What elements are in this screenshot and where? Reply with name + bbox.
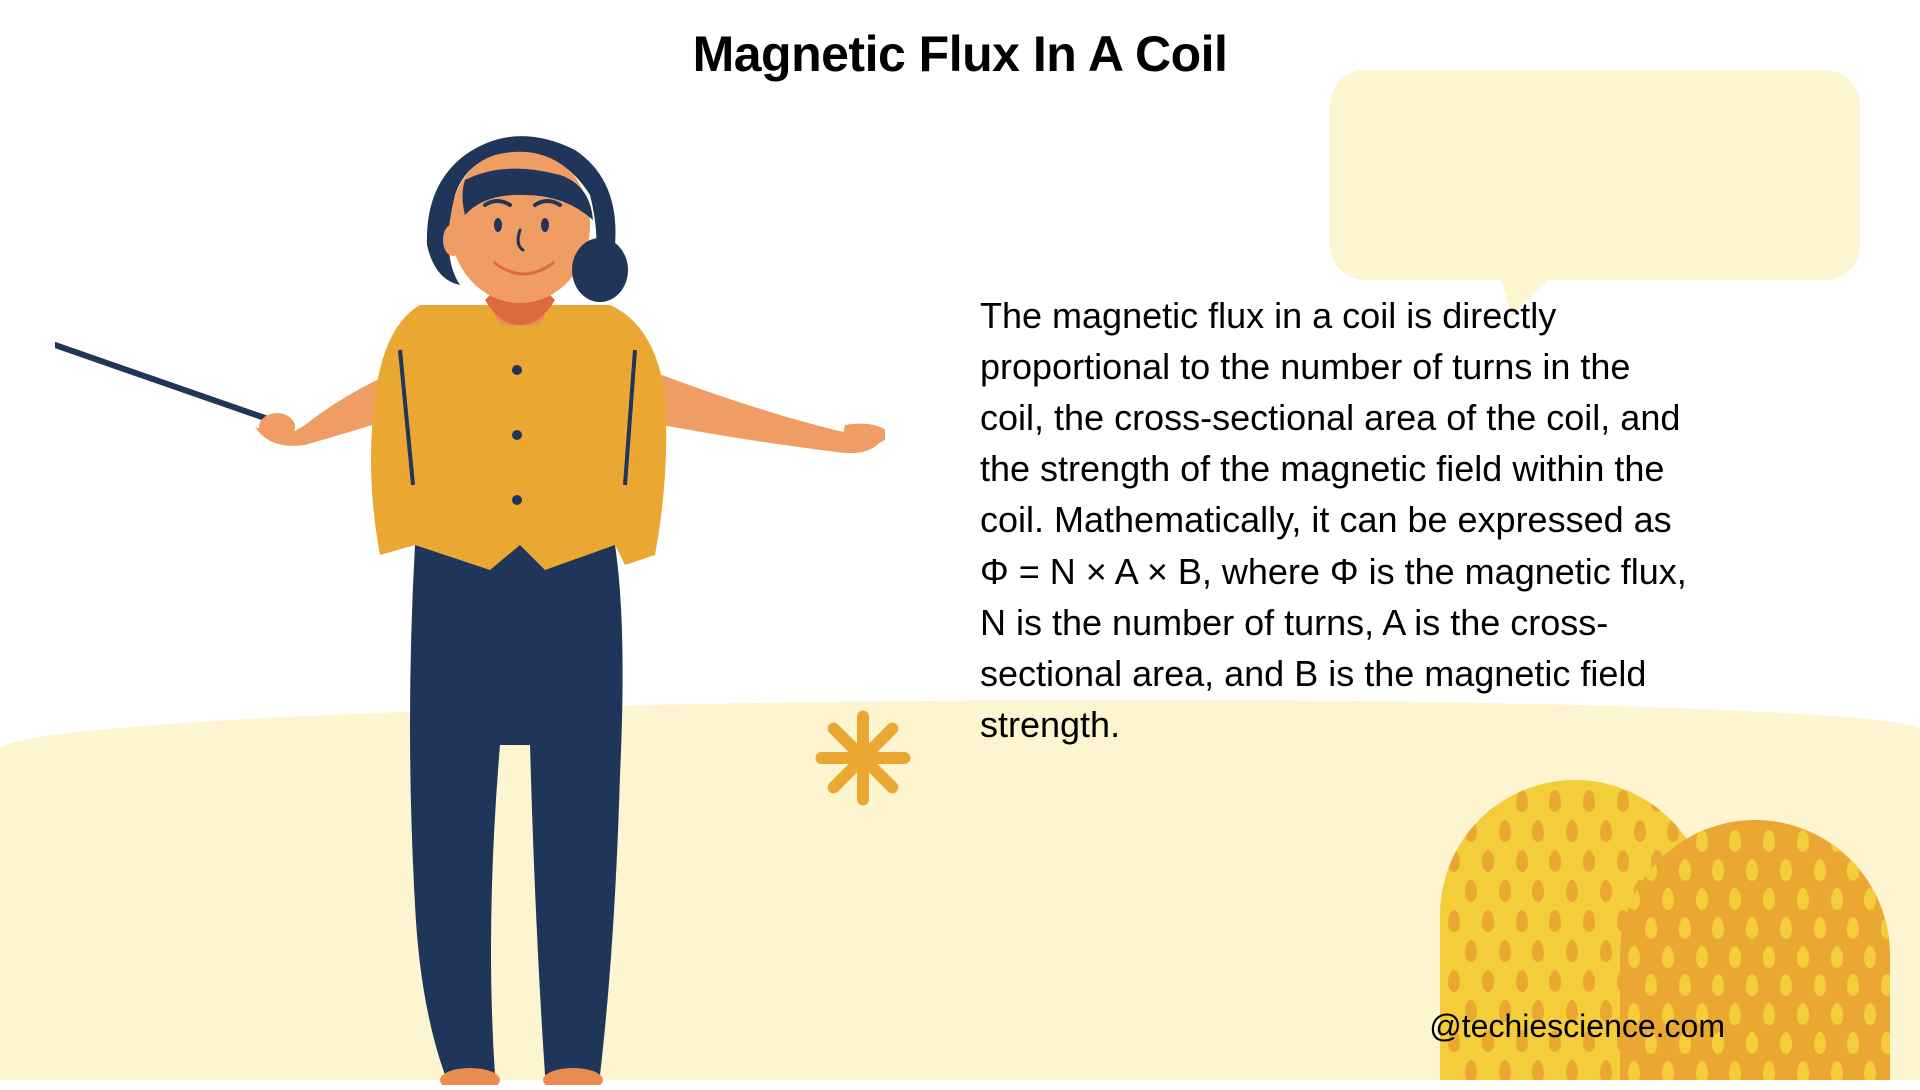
body-text: The magnetic flux in a coil is directly …	[980, 290, 1700, 750]
page-title: Magnetic Flux In A Coil	[693, 25, 1228, 83]
speech-bubble	[1330, 70, 1860, 280]
attribution-text: @techiescience.com	[1429, 1008, 1725, 1045]
teacher-illustration	[55, 125, 885, 1085]
